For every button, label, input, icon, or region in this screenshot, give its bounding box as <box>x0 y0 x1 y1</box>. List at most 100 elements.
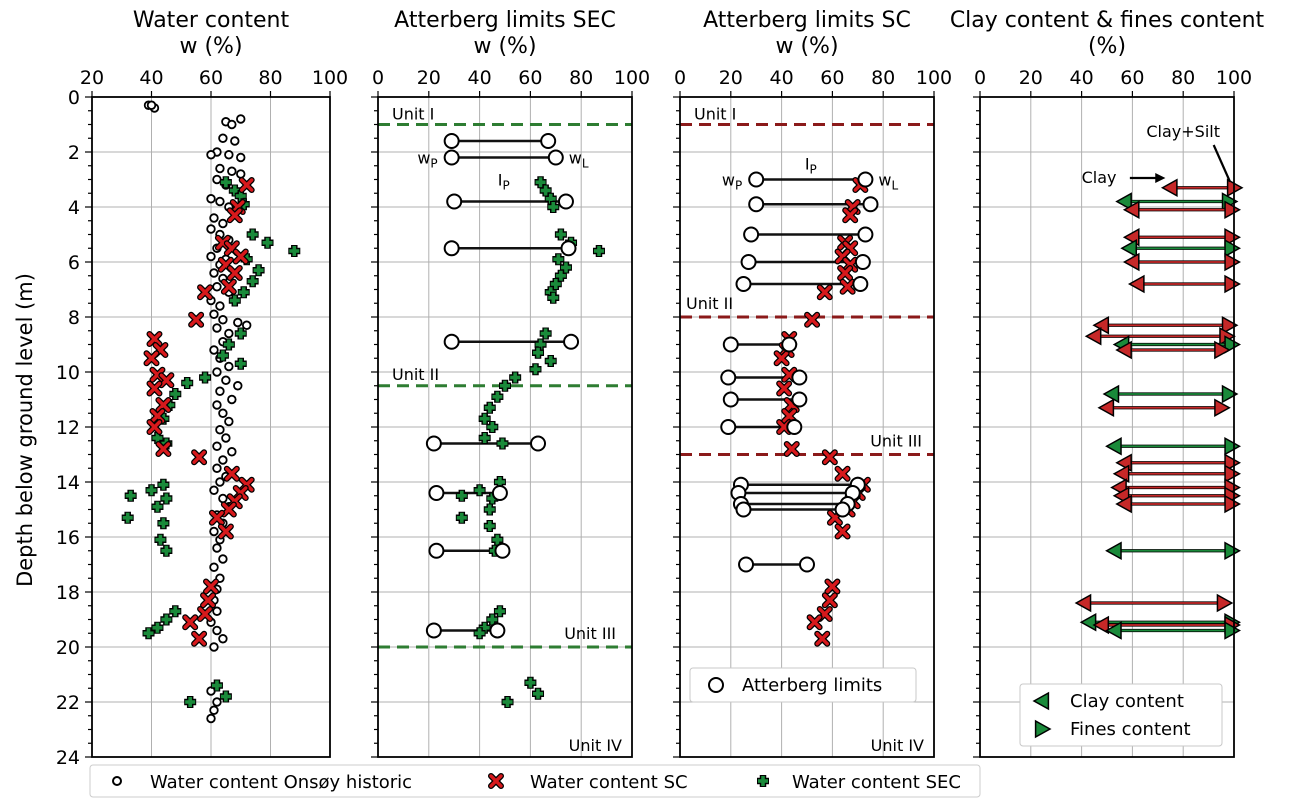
y-tick-label: 20 <box>56 637 80 659</box>
fines-content-marker <box>1224 200 1242 220</box>
clay-content-marker <box>1122 200 1140 220</box>
historic-point <box>227 447 237 457</box>
sc-point <box>155 441 172 457</box>
legend-label-clay: Clay content <box>1070 691 1184 712</box>
liquid-limit-point <box>857 226 874 243</box>
panel-title: Atterberg limits SEC <box>394 8 616 33</box>
sec-point <box>124 489 137 502</box>
unit-label: Unit III <box>870 432 922 451</box>
sec-point <box>219 176 232 189</box>
plastic-limit-label: wP <box>722 171 742 193</box>
sc-point <box>208 509 225 526</box>
sec-point <box>539 327 552 340</box>
legend-marker-sc <box>488 773 504 789</box>
sc-point <box>821 592 838 609</box>
clay-annotation: Clay <box>1082 168 1117 187</box>
clay-content-marker <box>1160 178 1178 198</box>
sc-point <box>814 630 831 647</box>
sec-point <box>532 346 545 359</box>
sec-point <box>151 621 164 634</box>
legend-label-sc: Water content SC <box>530 772 688 793</box>
clay-content-marker <box>1120 238 1138 258</box>
clay-arrow-head <box>1155 173 1166 183</box>
x-tick-label: 40 <box>770 67 794 89</box>
historic-point <box>212 174 222 185</box>
clay-content-marker <box>1102 384 1120 404</box>
sc-point <box>188 311 205 328</box>
liquid-limit-point <box>799 556 815 573</box>
x-tick-label: 80 <box>871 67 895 89</box>
sec-point <box>554 228 567 241</box>
legend-label-historic: Water content Onsøy historic <box>150 772 412 793</box>
sc-point <box>806 614 823 631</box>
sec-point <box>478 412 491 425</box>
liquid-limit-point <box>530 435 547 452</box>
x-tick-label: 20 <box>417 67 441 89</box>
sec-point <box>261 236 274 249</box>
historic-point <box>212 323 222 333</box>
historic-point <box>209 562 219 572</box>
sc-point <box>197 606 214 622</box>
historic-point <box>218 408 228 418</box>
plastic-limit-point <box>735 276 752 292</box>
sc-point <box>783 441 800 457</box>
sec-point <box>121 511 134 524</box>
panel-frame <box>377 96 633 758</box>
x-tick-label: 0 <box>674 67 686 89</box>
fines-content-marker <box>1221 315 1239 335</box>
liquid-limit-point <box>852 276 869 292</box>
sc-point <box>200 592 217 609</box>
atterberg-legend: Atterberg limits <box>689 667 917 703</box>
unit-label: Unit II <box>392 365 439 384</box>
sec-point <box>483 401 496 414</box>
x-tick-label: 20 <box>1019 67 1043 89</box>
sec-point <box>246 228 259 241</box>
unit-label: Unit III <box>564 624 616 643</box>
panel-frame <box>979 96 1235 758</box>
historic-point <box>236 169 246 179</box>
historic-point <box>224 150 234 160</box>
historic-point <box>227 166 237 176</box>
clay-content-marker <box>1105 541 1122 561</box>
fines-content-marker <box>1224 436 1242 456</box>
clay-content-marker <box>1092 615 1110 635</box>
plastic-limit-point <box>722 336 739 353</box>
fines-content-marker <box>1214 340 1231 360</box>
historic-point <box>221 433 231 443</box>
sec-point <box>491 390 504 403</box>
fines-content-marker <box>1224 453 1242 473</box>
sec-point <box>483 520 496 532</box>
sc-point <box>203 578 219 595</box>
sec-point <box>549 278 562 290</box>
x-axis-label: w (%) <box>775 34 838 59</box>
historic-point <box>215 386 225 396</box>
clay-silt-arrow <box>1212 144 1232 183</box>
historic-point <box>212 441 222 451</box>
historic-point <box>227 394 237 405</box>
historic-point <box>233 317 243 328</box>
sec-point <box>222 338 235 351</box>
sc-point <box>217 523 234 540</box>
liquid-limit-point <box>791 391 808 408</box>
sec-point <box>478 432 491 444</box>
sec-point <box>160 492 173 505</box>
fines-content-marker <box>1214 398 1231 418</box>
sec-point <box>154 533 167 546</box>
panel-4: Clay content & fines content(%) 0 20 40 60 80… <box>950 8 1265 758</box>
sc-point <box>804 311 821 328</box>
sec-point <box>151 500 164 513</box>
sec-point <box>552 253 565 266</box>
historic-point <box>212 282 222 292</box>
sec-point <box>157 478 170 491</box>
y-tick-label: 4 <box>68 197 80 219</box>
x-tick-label: 100 <box>312 67 348 89</box>
clay-content-marker <box>1074 593 1092 613</box>
clay-content-marker <box>1115 192 1132 211</box>
plastic-limit-point <box>748 171 765 188</box>
sc-point <box>158 372 175 389</box>
historic-point <box>241 320 252 330</box>
sec-point <box>145 484 158 497</box>
historic-point <box>209 345 219 355</box>
sec-point <box>499 379 511 392</box>
plastic-limit-point <box>443 333 460 350</box>
